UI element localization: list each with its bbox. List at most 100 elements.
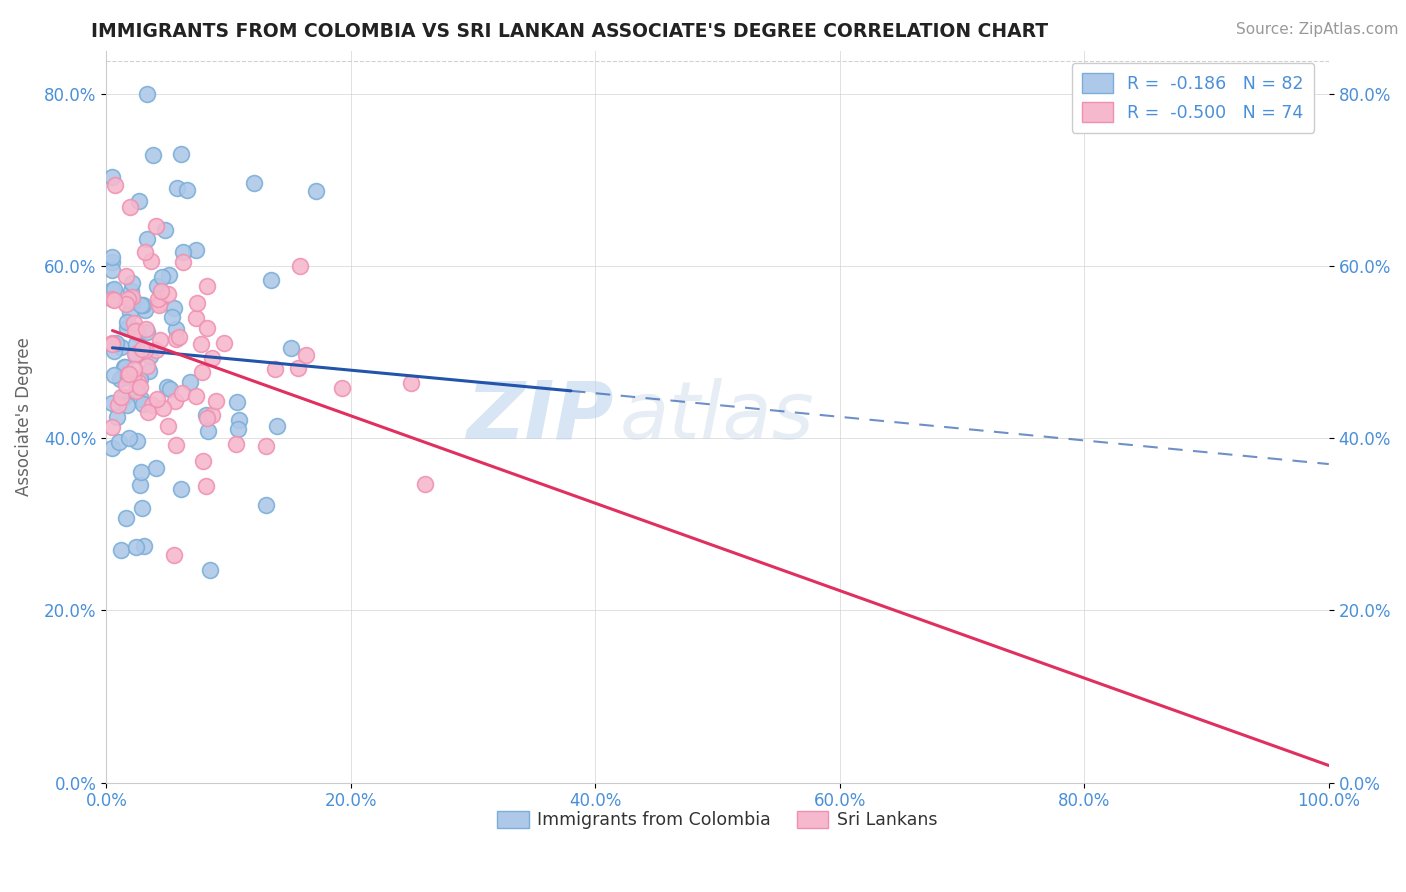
Point (112, 390, 135, 404)
Point (149, 333, 172, 347)
Text: atlas: atlas (620, 377, 814, 456)
Point (134, 302, 156, 317)
Point (124, 324, 146, 338)
Point (145, 392, 167, 407)
Point (228, 413, 250, 427)
Point (200, 408, 222, 422)
Point (124, 347, 146, 361)
Point (125, 348, 148, 362)
Point (120, 201, 142, 215)
Point (105, 410, 128, 425)
Point (101, 396, 124, 410)
Point (138, 404, 160, 418)
Point (136, 232, 159, 246)
Point (136, 326, 159, 340)
Point (212, 336, 235, 351)
Point (129, 465, 152, 479)
Point (280, 341, 302, 355)
Text: IMMIGRANTS FROM COLOMBIA VS SRI LANKAN ASSOCIATE'S DEGREE CORRELATION CHART: IMMIGRANTS FROM COLOMBIA VS SRI LANKAN A… (91, 22, 1049, 41)
Point (115, 510, 138, 524)
Point (101, 250, 124, 264)
Point (129, 477, 152, 491)
Point (163, 301, 186, 316)
Point (139, 254, 162, 268)
Point (134, 343, 156, 357)
Point (139, 349, 162, 363)
Point (110, 543, 132, 558)
Point (105, 336, 128, 351)
Point (145, 461, 167, 475)
Point (186, 295, 208, 310)
Point (195, 411, 218, 425)
Point (103, 293, 125, 307)
Point (330, 381, 353, 395)
Point (163, 394, 186, 409)
Point (118, 431, 141, 445)
Point (103, 368, 125, 383)
Point (122, 369, 145, 384)
Point (132, 397, 155, 411)
Point (128, 194, 150, 209)
Point (191, 454, 214, 468)
Point (142, 148, 165, 162)
Point (184, 244, 207, 258)
Point (114, 360, 136, 375)
Point (125, 383, 148, 397)
Point (264, 362, 287, 376)
Point (195, 408, 218, 422)
Point (195, 321, 218, 335)
Point (399, 376, 422, 390)
Point (198, 563, 221, 577)
Point (132, 298, 155, 312)
Point (115, 268, 138, 283)
Point (254, 439, 277, 453)
Point (201, 351, 224, 365)
Point (191, 365, 214, 379)
Point (150, 284, 173, 298)
Point (131, 298, 153, 312)
Text: Source: ZipAtlas.com: Source: ZipAtlas.com (1236, 22, 1399, 37)
Point (156, 380, 179, 394)
Point (167, 330, 190, 344)
Point (112, 359, 135, 374)
Point (159, 382, 181, 396)
Point (101, 336, 124, 351)
Point (134, 244, 156, 259)
Point (155, 223, 177, 237)
Point (163, 549, 186, 563)
Point (127, 327, 149, 342)
Point (226, 422, 249, 436)
Point (101, 262, 124, 277)
Point (141, 398, 163, 412)
Point (148, 292, 170, 306)
Point (290, 259, 312, 273)
Point (266, 418, 288, 433)
Point (117, 367, 139, 381)
Point (101, 293, 124, 307)
Point (110, 390, 132, 404)
Point (254, 498, 277, 512)
Point (121, 290, 143, 304)
Point (128, 372, 150, 386)
Point (157, 268, 180, 283)
Point (160, 310, 183, 324)
Point (108, 371, 131, 385)
Point (156, 418, 179, 433)
Point (179, 375, 201, 389)
Point (170, 386, 193, 401)
Point (125, 324, 148, 338)
Point (115, 321, 138, 335)
Point (110, 339, 132, 353)
Point (122, 362, 145, 376)
Point (101, 283, 124, 297)
Point (184, 311, 207, 326)
Point (150, 269, 173, 284)
Point (125, 540, 148, 554)
Point (114, 297, 136, 311)
Point (415, 476, 437, 491)
Point (117, 370, 139, 384)
Point (103, 282, 125, 296)
Point (205, 394, 228, 409)
Point (124, 336, 146, 351)
Point (125, 434, 148, 448)
